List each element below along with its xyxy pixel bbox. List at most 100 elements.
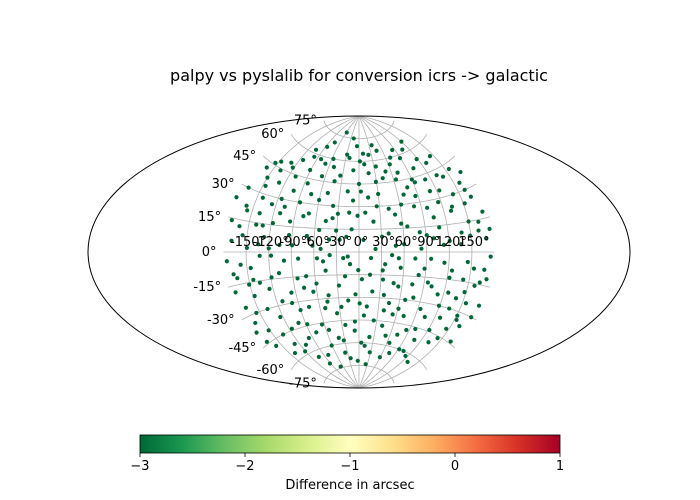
data-point (374, 148, 379, 153)
data-point (390, 253, 395, 258)
data-point (405, 224, 410, 229)
data-point (367, 272, 373, 277)
colorbar-tick-label: 1 (556, 459, 564, 474)
longitude-tick-label: 120° (436, 235, 467, 250)
data-point (465, 259, 470, 265)
data-point (359, 340, 364, 345)
longitude-tick-label: 30° (372, 235, 395, 250)
data-point (289, 160, 294, 165)
colorbar-tick-label: −2 (235, 459, 254, 474)
data-point (231, 272, 236, 277)
data-point (367, 334, 372, 340)
data-point (265, 306, 270, 312)
data-point (429, 284, 434, 289)
data-point (368, 255, 374, 261)
data-point (419, 246, 424, 251)
data-point (301, 214, 306, 219)
data-point (469, 315, 474, 320)
data-point (347, 210, 352, 215)
data-point (235, 276, 240, 281)
data-point (290, 165, 295, 170)
data-point (387, 340, 392, 345)
data-point (436, 303, 442, 308)
data-point (435, 336, 440, 341)
data-point (441, 242, 446, 247)
data-point (266, 328, 271, 333)
latitude-tick-label: -15° (193, 280, 221, 295)
data-point (248, 265, 253, 271)
data-point (274, 343, 279, 348)
data-point (343, 322, 348, 328)
data-point (442, 260, 447, 265)
data-point (251, 277, 256, 282)
data-point (341, 255, 346, 261)
data-point (401, 348, 406, 354)
colorbar-tick-label: −3 (130, 459, 149, 474)
data-point (413, 326, 418, 332)
data-point (476, 303, 482, 308)
data-point (280, 299, 285, 304)
data-point (370, 289, 375, 294)
data-point (397, 156, 403, 161)
data-point (240, 233, 245, 238)
data-point (468, 194, 473, 199)
data-point (380, 323, 385, 328)
data-point (320, 259, 326, 264)
data-point (371, 318, 376, 323)
data-point (405, 359, 410, 364)
data-point (431, 236, 436, 241)
data-point (233, 290, 238, 295)
data-point (446, 166, 451, 172)
data-point (436, 200, 441, 205)
data-point (347, 155, 352, 161)
data-point (449, 204, 455, 209)
data-point (332, 179, 337, 184)
data-point (244, 245, 249, 251)
data-point (353, 292, 358, 297)
data-point (404, 327, 409, 333)
data-point (229, 218, 234, 223)
data-point (290, 300, 295, 306)
data-point (425, 280, 431, 285)
data-point (323, 161, 328, 166)
data-point (463, 301, 468, 306)
data-point (468, 233, 473, 238)
data-point (437, 315, 443, 320)
data-point (314, 281, 319, 286)
data-point (257, 211, 262, 216)
latitude-tick-label: 45° (233, 149, 256, 164)
data-point (270, 220, 275, 226)
data-point (371, 219, 376, 224)
data-point (319, 322, 325, 327)
data-point (289, 326, 294, 331)
data-point (403, 297, 408, 302)
data-point (459, 230, 464, 235)
data-point (380, 234, 385, 239)
data-point (292, 341, 297, 347)
data-point (335, 311, 340, 316)
longitude-tick-label: 0° (354, 235, 369, 250)
data-point (304, 274, 309, 279)
data-point (393, 177, 399, 182)
data-point (254, 330, 259, 335)
colorbar-label: Difference in arcsec (285, 478, 414, 493)
longitude-gridline (358, 115, 450, 389)
longitude-tick-label: -90° (279, 235, 307, 250)
data-point (273, 160, 278, 165)
data-point (234, 195, 239, 200)
data-point (395, 332, 400, 337)
data-point (376, 191, 381, 197)
data-point (338, 173, 343, 178)
data-point (444, 326, 449, 331)
data-point (410, 282, 415, 287)
data-point (362, 162, 367, 167)
data-point (363, 362, 368, 367)
longitude-gridline (245, 115, 360, 389)
data-point (381, 308, 386, 313)
data-point (424, 233, 429, 238)
data-point (396, 306, 401, 311)
data-point (416, 272, 421, 278)
data-point (360, 151, 366, 156)
data-point (401, 241, 407, 247)
data-point (396, 284, 401, 289)
